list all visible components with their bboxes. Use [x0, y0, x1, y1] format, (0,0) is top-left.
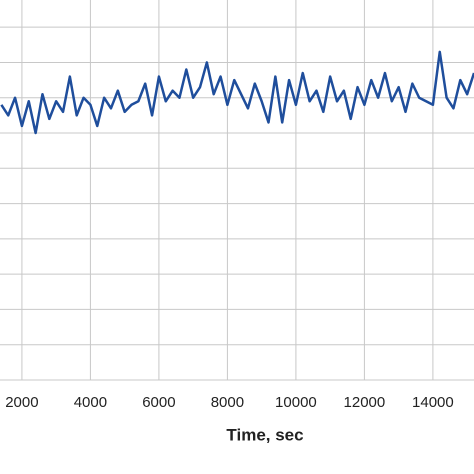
x-tick-label: 14000	[412, 394, 454, 411]
x-tick-label: 4000	[74, 394, 107, 411]
x-tick-label: 12000	[344, 394, 386, 411]
x-tick-label: 2000	[5, 394, 38, 411]
data-line	[0, 50, 474, 135]
x-tick-label: 8000	[211, 394, 244, 411]
x-axis-label: Time, sec	[226, 425, 303, 444]
x-tick-label: 6000	[142, 394, 175, 411]
x-tick-label: 10000	[275, 394, 317, 411]
